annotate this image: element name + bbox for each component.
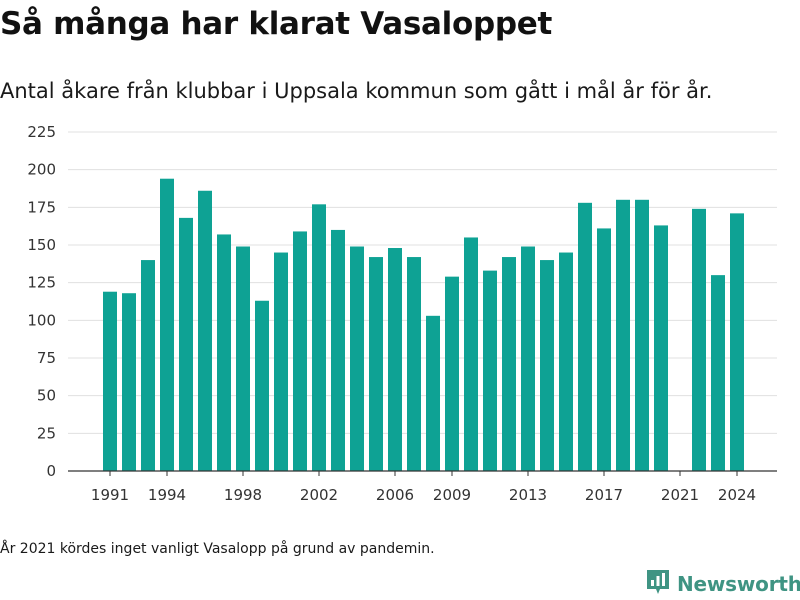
x-tick-label: 2002	[300, 486, 338, 504]
bar-1997[interactable]	[217, 234, 231, 471]
axes: 0 25 50 75 100 125 150 175 200 225 1991 1994 1998 200…	[27, 123, 777, 504]
bar-1999[interactable]	[255, 300, 269, 471]
bar-2015[interactable]	[559, 252, 573, 471]
y-tick-label: 225	[27, 123, 56, 141]
bar-1998[interactable]	[236, 246, 250, 471]
bars	[103, 178, 744, 472]
bar-2001[interactable]	[293, 231, 307, 471]
x-tick-label: 2013	[509, 486, 547, 504]
bar-2013[interactable]	[521, 246, 535, 471]
y-tick-label: 75	[37, 349, 56, 367]
newsworthy-logo-icon	[645, 568, 671, 600]
y-tick-label: 150	[27, 236, 56, 254]
bar-1993[interactable]	[141, 260, 155, 471]
bar-2009[interactable]	[445, 276, 459, 471]
bar-2024[interactable]	[730, 213, 744, 472]
bar-2010[interactable]	[464, 237, 478, 471]
bar-2020[interactable]	[654, 225, 668, 471]
brand-name: Newsworthy	[677, 572, 800, 596]
bar-2019[interactable]	[635, 199, 649, 472]
x-tick-label: 2006	[376, 486, 414, 504]
newsworthy-logo[interactable]: Newsworthy	[645, 570, 800, 598]
bar-1991[interactable]	[103, 291, 117, 471]
y-tick-label: 50	[37, 387, 56, 405]
bar-2011[interactable]	[483, 270, 497, 471]
bar-2004[interactable]	[350, 246, 364, 471]
x-tick-label: 2017	[585, 486, 623, 504]
bar-2005[interactable]	[369, 257, 383, 471]
bar-2012[interactable]	[502, 257, 516, 471]
x-tick-label: 2021	[661, 486, 699, 504]
bar-2017[interactable]	[597, 228, 611, 471]
bar-1992[interactable]	[122, 293, 136, 471]
x-tick-label: 2009	[433, 486, 471, 504]
bar-1995[interactable]	[179, 217, 193, 471]
y-tick-label: 200	[27, 161, 56, 179]
bar-2006[interactable]	[388, 248, 402, 471]
bar-1996[interactable]	[198, 190, 212, 471]
y-tick-label: 25	[37, 424, 56, 442]
bar-2000[interactable]	[274, 252, 288, 471]
bar-1994[interactable]	[160, 178, 174, 471]
x-tick-label: 1991	[91, 486, 129, 504]
x-tick-label: 1998	[224, 486, 262, 504]
x-tick-label: 1994	[148, 486, 186, 504]
y-tick-label: 125	[27, 274, 56, 292]
y-tick-label: 100	[27, 311, 56, 329]
bar-2022[interactable]	[692, 208, 706, 471]
y-tick-label: 175	[27, 198, 56, 216]
bar-2002[interactable]	[312, 204, 326, 471]
chart-subtitle: Antal åkare från klubbar i Uppsala kommu…	[0, 79, 713, 103]
bar-2014[interactable]	[540, 260, 554, 471]
bar-2007[interactable]	[407, 257, 421, 471]
chart-title: Så många har klarat Vasaloppet	[0, 6, 553, 42]
bar-2016[interactable]	[578, 202, 592, 471]
y-tick-label: 0	[46, 462, 56, 480]
bar-2023[interactable]	[711, 275, 725, 471]
bar-2008[interactable]	[426, 315, 440, 471]
x-tick-label: 2024	[718, 486, 756, 504]
footnote: År 2021 kördes inget vanligt Vasalopp på…	[0, 541, 435, 557]
bar-2003[interactable]	[331, 229, 345, 471]
gridlines	[68, 131, 777, 434]
bar-chart: 0 25 50 75 100 125 150 175 200 225 1991 1994 1998 200…	[27, 123, 777, 504]
bar-2018[interactable]	[616, 199, 630, 472]
